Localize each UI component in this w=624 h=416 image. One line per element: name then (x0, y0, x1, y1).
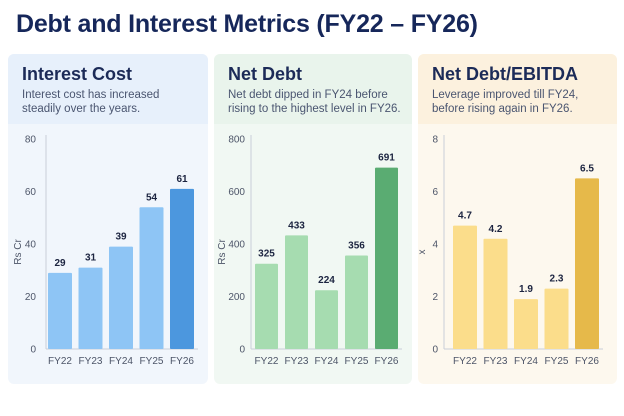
y-tick-label: 80 (25, 135, 37, 146)
data-label: 4.2 (489, 224, 503, 235)
y-tick-label: 4 (432, 240, 438, 251)
x-tick-label: FY24 (514, 356, 538, 367)
data-label: 356 (348, 241, 365, 252)
data-label: 29 (54, 258, 66, 269)
bar (575, 178, 599, 349)
bar (78, 267, 103, 349)
y-tick-label: 8 (432, 135, 438, 146)
x-tick-label: FY24 (315, 356, 339, 367)
x-tick-label: FY24 (109, 356, 133, 367)
bar (170, 188, 194, 349)
bar (544, 288, 569, 349)
bar (514, 299, 538, 349)
panel-header: Net Debt/EBITDA Leverage improved till F… (418, 54, 617, 124)
data-label: 31 (85, 253, 97, 264)
panel-subtitle: Net debt dipped in FY24 before rising to… (228, 89, 401, 115)
data-label: 4.7 (458, 211, 472, 222)
bar (345, 255, 368, 349)
panel-header: Net Debt Net debt dipped in FY24 before … (214, 54, 412, 124)
bar (48, 272, 72, 349)
bar (315, 290, 338, 349)
data-label: 1.9 (519, 284, 533, 295)
bar (375, 167, 398, 349)
x-tick-label: FY25 (345, 356, 369, 367)
bar (285, 235, 308, 349)
panel-header: Interest Cost Interest cost has increase… (8, 54, 208, 124)
x-tick-label: FY23 (285, 356, 309, 367)
bar (255, 263, 278, 349)
panel-subtitle: Leverage improved till FY24, before risi… (432, 89, 579, 115)
x-tick-label: FY23 (484, 356, 508, 367)
y-tick-label: 0 (239, 345, 245, 356)
data-label: 2.3 (550, 274, 564, 285)
y-axis-label: Rs Cr (217, 239, 228, 265)
bar (453, 225, 477, 349)
net-debt-panel: Net Debt Net debt dipped in FY24 before … (214, 54, 412, 384)
y-tick-label: 400 (228, 240, 245, 251)
net-debt-ebitda-panel: Net Debt/EBITDA Leverage improved till F… (417, 54, 617, 384)
data-label: 61 (176, 174, 188, 185)
data-label: 224 (318, 275, 335, 286)
y-axis-label: Rs Cr (13, 239, 24, 265)
data-label: 691 (378, 153, 395, 164)
y-tick-label: 0 (30, 345, 36, 356)
interest-cost-chart: 0 20 40 60 80 Rs Cr 29 FY22 31 FY23 39 FY24 54 FY25 61… (13, 135, 198, 367)
net-debt-chart: 0 200 400 600 800 Rs Cr 325 FY22 433 FY23 224 FY24 3… (217, 135, 402, 367)
panel-subtitle: Interest cost has increased steadily ove… (22, 89, 160, 115)
panel-title: Net Debt/EBITDA (432, 64, 579, 84)
x-tick-label: FY26 (575, 356, 599, 367)
bar (139, 207, 164, 349)
bar (483, 238, 508, 349)
page-title: Debt and Interest Metrics (FY22 – FY26) (16, 10, 478, 38)
y-tick-label: 800 (228, 135, 245, 146)
x-tick-label: FY26 (170, 356, 194, 367)
bar (109, 246, 133, 349)
x-tick-label: FY22 (48, 356, 72, 367)
x-tick-label: FY26 (375, 356, 399, 367)
net-debt-ebitda-chart: 0 2 4 6 8 x 4.7 FY22 4.2 FY23 1.9 FY24 2.3 FY25 6.5 FY2… (417, 135, 603, 367)
data-label: 325 (258, 249, 275, 260)
panel-title: Interest Cost (22, 64, 133, 84)
panel-title: Net Debt (228, 64, 303, 84)
x-tick-label: FY25 (140, 356, 164, 367)
interest-cost-panel: Interest Cost Interest cost has increase… (8, 54, 208, 384)
y-tick-label: 40 (25, 240, 37, 251)
x-tick-label: FY22 (255, 356, 279, 367)
y-tick-label: 600 (228, 187, 245, 198)
data-label: 39 (115, 232, 127, 243)
data-label: 54 (146, 192, 158, 203)
data-label: 6.5 (580, 163, 594, 174)
y-tick-label: 6 (432, 187, 438, 198)
y-tick-label: 2 (432, 292, 438, 303)
y-tick-label: 200 (228, 292, 245, 303)
data-label: 433 (288, 220, 305, 231)
y-tick-label: 0 (432, 345, 438, 356)
x-tick-label: FY25 (545, 356, 569, 367)
y-axis-label: x (417, 250, 428, 255)
y-tick-label: 20 (25, 292, 37, 303)
x-tick-label: FY22 (453, 356, 477, 367)
x-tick-label: FY23 (79, 356, 103, 367)
y-tick-label: 60 (25, 187, 37, 198)
